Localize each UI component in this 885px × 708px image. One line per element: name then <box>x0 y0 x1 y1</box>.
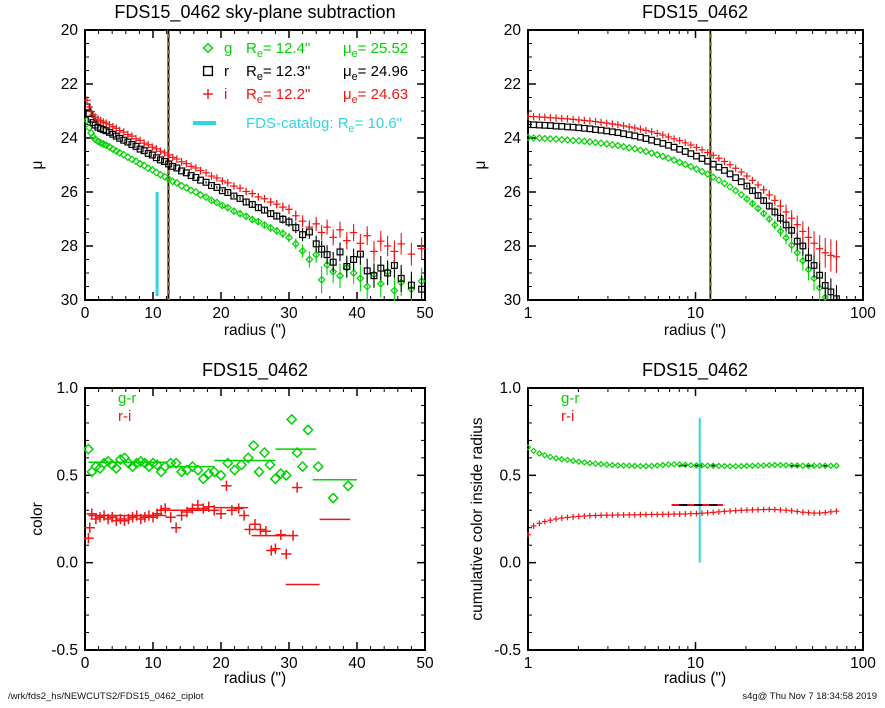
plot-file-path: /wrk/fds2_hs/NEWCUTS2/FDS15_0462_ciplot <box>8 691 204 702</box>
svg-text:30: 30 <box>280 305 298 322</box>
panel2-title: FDS15_0462 <box>641 2 749 22</box>
svg-text:40: 40 <box>348 655 366 672</box>
svg-text:10: 10 <box>687 305 705 322</box>
svg-text:1.0: 1.0 <box>499 380 521 397</box>
svg-text:10: 10 <box>687 655 705 672</box>
svg-text:30: 30 <box>61 292 79 309</box>
panel2-xaxis-label: radius (") <box>663 322 727 339</box>
svg-text:g-r: g-r <box>118 390 136 407</box>
svg-text:-0.5: -0.5 <box>494 642 521 659</box>
panel3-title: FDS15_0462 <box>201 360 309 380</box>
svg-text:Re= 12.2": Re= 12.2" <box>246 86 310 106</box>
panel1-xaxis-label: radius (") <box>223 322 287 339</box>
svg-text:20: 20 <box>504 22 522 39</box>
series-r-i <box>84 480 303 560</box>
svg-text:30: 30 <box>280 655 298 672</box>
svg-text:30: 30 <box>504 292 522 309</box>
svg-text:24: 24 <box>504 130 522 147</box>
series-g-r <box>84 413 354 504</box>
svg-text:26: 26 <box>504 184 521 201</box>
plot-timestamp: s4g@ Thu Nov 7 18:34:58 2019 <box>742 691 877 702</box>
svg-text:g: g <box>224 40 232 57</box>
svg-text:0.0: 0.0 <box>499 555 521 572</box>
series-i <box>527 112 841 273</box>
panel3-yaxis-label: color <box>29 502 46 536</box>
svg-text:1: 1 <box>524 655 533 672</box>
svg-text:24: 24 <box>61 130 79 147</box>
svg-text:50: 50 <box>416 305 434 322</box>
panel3-xaxis-label: radius (") <box>223 670 287 687</box>
svg-text:20: 20 <box>212 655 230 672</box>
svg-text:Re= 12.3": Re= 12.3" <box>246 63 310 83</box>
svg-text:μe= 25.52: μe= 25.52 <box>343 40 408 60</box>
series-r <box>84 103 426 301</box>
panel4-title: FDS15_0462 <box>641 360 749 380</box>
panel1-title: FDS15_0462 sky-plane subtraction <box>114 2 396 22</box>
svg-text:0.5: 0.5 <box>56 467 78 484</box>
panel2-yaxis-label: μ <box>472 160 489 170</box>
svg-text:10: 10 <box>144 655 162 672</box>
svg-text:50: 50 <box>416 655 434 672</box>
panel1-yaxis-label: μ <box>29 160 46 170</box>
svg-text:r: r <box>224 63 229 80</box>
svg-text:26: 26 <box>61 184 78 201</box>
panel4-xaxis-label: radius (") <box>663 670 727 687</box>
panel-mu-sky-subtracted: 0 10 20 30 40 50 20 22 24 26 28 30 g Re= 12.4" μe= 25.… <box>61 22 434 322</box>
svg-text:μe= 24.63: μe= 24.63 <box>343 86 408 106</box>
series-i <box>84 96 426 266</box>
svg-text:100: 100 <box>850 305 876 322</box>
series-g <box>527 133 830 301</box>
svg-text:0.5: 0.5 <box>499 467 521 484</box>
panel-color-profile: 0 10 20 30 40 50 1.0 0.5 0.0 -0.5 g-rr-i <box>51 380 434 672</box>
svg-text:Re= 12.4": Re= 12.4" <box>246 40 310 60</box>
svg-text:FDS-catalog: Re= 10.6": FDS-catalog: Re= 10.6" <box>246 115 402 135</box>
series-r <box>527 121 840 301</box>
svg-text:g-r: g-r <box>561 390 579 407</box>
svg-text:0: 0 <box>81 305 90 322</box>
svg-text:22: 22 <box>504 76 521 93</box>
svg-text:28: 28 <box>504 238 521 255</box>
svg-text:10: 10 <box>144 305 162 322</box>
svg-text:r-i: r-i <box>118 408 131 425</box>
svg-text:20: 20 <box>61 22 79 39</box>
svg-text:100: 100 <box>850 655 876 672</box>
panel-cumulative-color: 1 10 100 1.0 0.5 0.0 -0.5 g-rr-i <box>494 380 876 672</box>
svg-text:20: 20 <box>212 305 230 322</box>
svg-text:r-i: r-i <box>561 408 574 425</box>
svg-text:22: 22 <box>61 76 78 93</box>
svg-text:-0.5: -0.5 <box>51 642 78 659</box>
svg-text:28: 28 <box>61 238 78 255</box>
svg-text:μe= 24.96: μe= 24.96 <box>343 63 408 83</box>
series-r-i <box>527 506 840 538</box>
svg-text:0: 0 <box>81 655 90 672</box>
panel4-yaxis-label: cumulative color inside radius <box>469 417 486 621</box>
svg-text:i: i <box>224 86 227 103</box>
svg-text:0.0: 0.0 <box>56 555 78 572</box>
svg-text:1: 1 <box>524 305 533 322</box>
panel-mu-log: 1 10 100 20 22 24 26 28 30 <box>504 22 877 322</box>
series-g-r <box>527 444 840 470</box>
svg-text:1.0: 1.0 <box>56 380 78 397</box>
svg-text:40: 40 <box>348 305 366 322</box>
